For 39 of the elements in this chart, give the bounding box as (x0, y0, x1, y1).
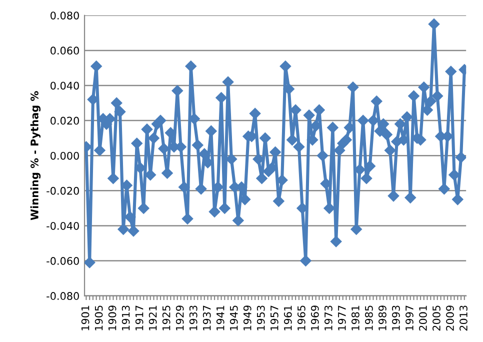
x-tick-label: 2009 (446, 306, 454, 331)
y-tick-label: 0.040 (50, 82, 79, 90)
x-tick-label: 1941 (216, 306, 224, 330)
x-tick-label: 1953 (256, 306, 265, 330)
x-tick-label: 1929 (176, 306, 184, 330)
y-tick-label: 0.080 (50, 12, 79, 20)
x-tick-label: 1985 (365, 306, 373, 330)
x-tick-label: 1945 (230, 306, 238, 330)
x-tick-label: 1973 (324, 306, 332, 330)
y-tick-label: 0.020 (50, 116, 79, 125)
x-tick-label: 1961 (284, 306, 292, 330)
x-tick-label: 1913 (122, 306, 130, 330)
x-tick-label: 1933 (189, 306, 198, 330)
y-tick-label: -0.080 (46, 292, 79, 300)
y-tick-label: -0.060 (46, 257, 79, 265)
x-tick-label: 1905 (94, 306, 103, 330)
x-tick-label: 1937 (202, 306, 211, 330)
x-tick-label: 1957 (270, 306, 278, 330)
x-tick-label: 1969 (310, 306, 319, 330)
x-tick-label: 1921 (148, 306, 157, 330)
x-tick-label: 1981 (351, 306, 360, 330)
y-tick-label: 0.000 (50, 152, 79, 160)
x-tick-label: 2001 (419, 306, 427, 331)
x-tick-label: 1909 (108, 306, 116, 330)
x-tick-label: 1965 (297, 306, 306, 330)
x-tick-label: 1901 (81, 306, 90, 330)
x-tick-label: 1993 (392, 306, 400, 330)
x-tick-label: 1917 (135, 306, 144, 330)
y-tick-label: -0.040 (46, 222, 79, 230)
y-tick-label: 0.060 (50, 46, 79, 55)
x-tick-label: 2013 (460, 306, 468, 331)
x-tick-label: 2005 (432, 306, 440, 331)
x-tick-label: 1997 (406, 306, 414, 330)
x-tick-label: 1949 (243, 306, 252, 330)
x-tick-label: 1989 (378, 306, 386, 330)
y-axis-title: Winning % - Pythag % (30, 91, 41, 220)
x-tick-label: 1977 (338, 306, 346, 330)
y-tick-label: -0.020 (46, 186, 79, 195)
x-tick-label: 1925 (162, 306, 170, 330)
